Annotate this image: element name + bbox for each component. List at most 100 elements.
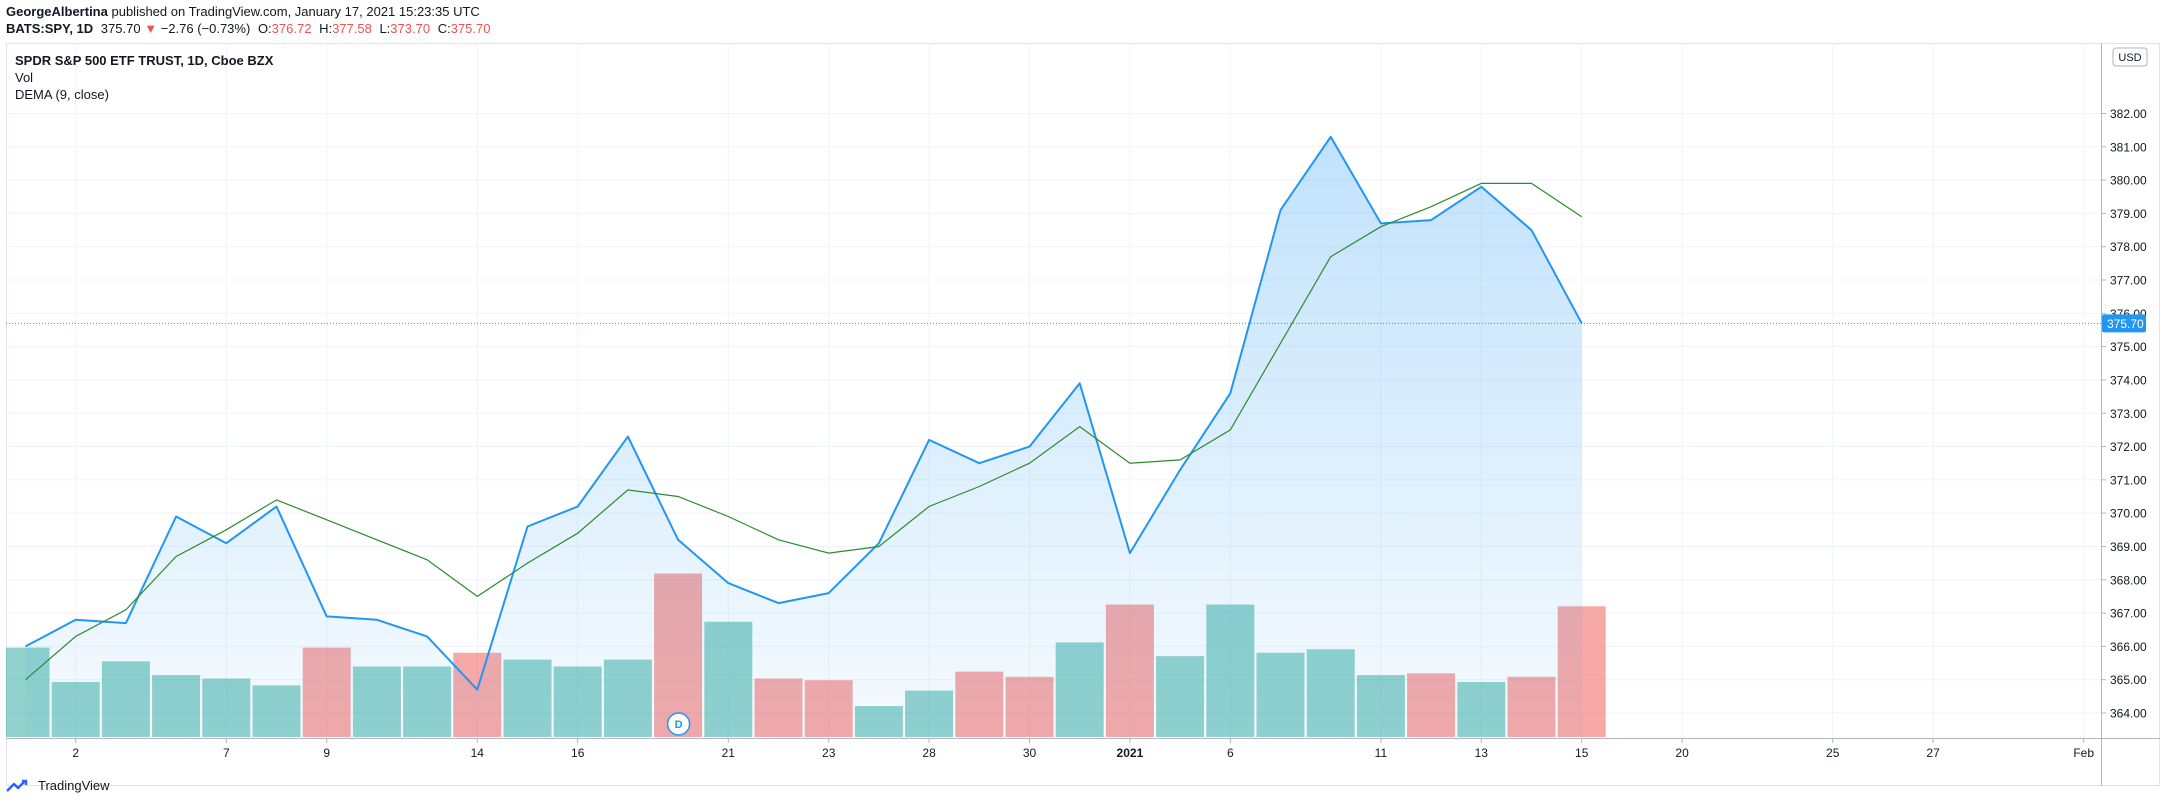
legend-title[interactable]: SPDR S&P 500 ETF TRUST, 1D, Cboe BZX (15, 53, 274, 68)
x-tick-label: 6 (1227, 746, 1234, 760)
x-tick-label: 13 (1475, 746, 1489, 760)
legend-dema[interactable]: DEMA (9, close) (15, 87, 109, 102)
x-tick-label: 14 (471, 746, 485, 760)
dema-point (877, 545, 880, 548)
y-tick-label: 381.00 (2110, 140, 2147, 154)
tradingview-logo-icon (6, 779, 28, 792)
close-value: 375.70 (450, 21, 491, 36)
last-price-tag-label: 375.70 (2107, 317, 2144, 331)
ohlc-bar: BATS:SPY, 1D 375.70 ▼ −2.76 (−0.73%) O:3… (6, 21, 490, 36)
price-point (1228, 391, 1232, 395)
dema-point (1329, 255, 1332, 258)
price-point (1028, 445, 1032, 449)
y-tick-label: 366.00 (2110, 640, 2147, 654)
author-name[interactable]: GeorgeAlbertina (6, 4, 108, 19)
price-point (425, 634, 429, 638)
price-change: −2.76 (−0.73%) (160, 21, 251, 36)
dema-point (777, 538, 780, 541)
price-line (25, 135, 1583, 691)
dema-point (375, 538, 378, 541)
y-tick-label: 365.00 (2110, 673, 2147, 687)
open-label: O: (257, 21, 272, 36)
legend-vol[interactable]: Vol (15, 70, 34, 85)
y-tick-label: 379.00 (2110, 207, 2147, 221)
y-tick-label: 374.00 (2110, 373, 2147, 387)
y-tick-label: 380.00 (2110, 174, 2147, 188)
dema-point (74, 635, 77, 638)
price-point (977, 461, 981, 465)
dema-line (25, 182, 1583, 681)
price-point (676, 538, 680, 542)
low-value: 373.70 (390, 21, 431, 36)
price-point (1279, 208, 1283, 212)
dema-point (275, 498, 278, 501)
x-tick-label: 9 (323, 746, 330, 760)
dema-point (1580, 215, 1583, 218)
publish-info: GeorgeAlbertina published on TradingView… (6, 4, 480, 19)
price-point (475, 688, 479, 692)
dema-point (626, 488, 629, 491)
y-tick-label: 382.00 (2110, 107, 2147, 121)
high-label: H: (319, 21, 333, 36)
x-tick-label: 16 (571, 746, 585, 760)
x-tick-label: 20 (1675, 746, 1689, 760)
dema-point (175, 555, 178, 558)
x-tick-label: 15 (1575, 746, 1589, 760)
price-point (1178, 468, 1182, 472)
x-tick-label: 28 (922, 746, 936, 760)
dema-point (978, 485, 981, 488)
y-tick-label: 369.00 (2110, 540, 2147, 554)
price-point (726, 581, 730, 585)
dema-point (928, 505, 931, 508)
dema-point (1279, 342, 1282, 345)
dema-point (426, 558, 429, 561)
price-point (1128, 551, 1132, 555)
currency-badge (2112, 47, 2148, 67)
y-tick-label: 368.00 (2110, 573, 2147, 587)
y-tick-label: 377.00 (2110, 274, 2147, 288)
price-point (74, 618, 78, 622)
dema-point (827, 552, 830, 555)
chart-svg[interactable]: 364.00 365.00 366.00 367.00 368.00 369.00 370.… (1, 43, 2160, 786)
x-tick-label: 30 (1023, 746, 1037, 760)
symbol: BATS:SPY, 1D (6, 21, 94, 36)
price-point (576, 505, 580, 509)
last-price: 375.70 (100, 21, 141, 36)
dema-point (1379, 225, 1382, 228)
y-tick-label: 364.00 (2110, 707, 2147, 721)
y-tick-label: 378.00 (2110, 240, 2147, 254)
price-point (1479, 185, 1483, 189)
x-tick-label: 2 (72, 746, 79, 760)
price-point (124, 621, 128, 625)
price-point (325, 614, 329, 618)
x-tick-label: 2021 (1117, 746, 1144, 760)
y-tick-label: 370.00 (2110, 507, 2147, 521)
x-tick-label: 21 (722, 746, 736, 760)
dema-point (727, 515, 730, 518)
dema-point (1028, 462, 1031, 465)
dema-point (225, 528, 228, 531)
dema-point (1430, 205, 1433, 208)
dema-point (24, 678, 27, 681)
dema-point (476, 595, 479, 598)
price-point (275, 505, 279, 509)
x-tick-label: 25 (1826, 746, 1840, 760)
last-price-tag (2102, 314, 2146, 333)
chart-area[interactable]: 364.00 365.00 366.00 367.00 368.00 369.00 370.… (1, 43, 2160, 786)
price-point (1078, 381, 1082, 385)
price-point (24, 644, 28, 648)
footer-brand[interactable]: TradingView (6, 778, 110, 793)
dema-point (1530, 182, 1533, 185)
dema-point (526, 562, 529, 565)
close-label: C: (437, 21, 451, 36)
x-tick-label: 23 (822, 746, 836, 760)
price-point (1429, 218, 1433, 222)
chart-border (6, 43, 2160, 786)
price-point (877, 541, 881, 545)
dema-point (325, 518, 328, 521)
currency-label: USD (2118, 52, 2141, 64)
dema-point (1078, 425, 1081, 428)
x-tick-label: 27 (1926, 746, 1940, 760)
price-point (224, 541, 228, 545)
price-point (1379, 221, 1383, 225)
